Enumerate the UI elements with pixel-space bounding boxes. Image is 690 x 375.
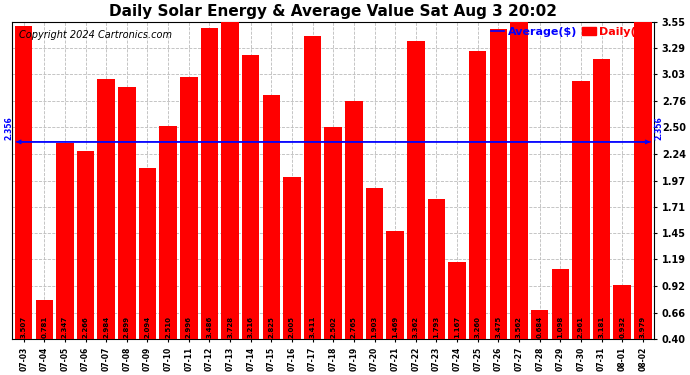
Bar	[572, 81, 590, 339]
Bar	[634, 0, 651, 339]
Text: 3.507: 3.507	[21, 316, 27, 338]
Text: 3.475: 3.475	[495, 316, 502, 338]
Text: 3.181: 3.181	[598, 316, 604, 338]
Bar	[201, 28, 218, 339]
Text: 2.996: 2.996	[186, 316, 192, 338]
Bar	[159, 126, 177, 339]
Text: 2.825: 2.825	[268, 316, 275, 338]
Text: 2.984: 2.984	[104, 316, 109, 338]
Text: 2.266: 2.266	[83, 316, 88, 338]
Text: 1.167: 1.167	[454, 316, 460, 338]
Bar	[366, 188, 384, 339]
Bar	[283, 177, 301, 339]
Text: 2.356: 2.356	[4, 116, 13, 140]
Title: Daily Solar Energy & Average Value Sat Aug 3 20:02: Daily Solar Energy & Average Value Sat A…	[109, 4, 558, 19]
Bar	[593, 59, 611, 339]
Text: 2.502: 2.502	[331, 316, 336, 338]
Text: Copyright 2024 Cartronics.com: Copyright 2024 Cartronics.com	[19, 30, 172, 40]
Text: 0.684: 0.684	[537, 316, 542, 338]
Text: 3.216: 3.216	[248, 316, 254, 338]
Text: 2.356: 2.356	[654, 116, 663, 140]
Bar	[97, 79, 115, 339]
Bar	[180, 78, 197, 339]
Bar	[304, 36, 322, 339]
Text: 2.765: 2.765	[351, 316, 357, 338]
Legend: Average($), Daily($): Average($), Daily($)	[491, 27, 649, 37]
Text: 2.005: 2.005	[289, 316, 295, 338]
Bar	[56, 143, 74, 339]
Text: 3.728: 3.728	[227, 316, 233, 338]
Text: 1.793: 1.793	[433, 316, 440, 338]
Bar	[613, 285, 631, 339]
Bar	[15, 26, 32, 339]
Bar	[242, 56, 259, 339]
Text: 0.932: 0.932	[619, 316, 625, 338]
Bar	[386, 231, 404, 339]
Bar	[490, 29, 507, 339]
Text: 3.362: 3.362	[413, 316, 419, 338]
Bar	[448, 262, 466, 339]
Bar	[531, 310, 549, 339]
Bar	[139, 168, 156, 339]
Text: 2.094: 2.094	[144, 316, 150, 338]
Bar	[345, 101, 363, 339]
Text: 3.260: 3.260	[475, 316, 481, 338]
Text: 1.469: 1.469	[392, 316, 398, 338]
Text: 2.347: 2.347	[62, 316, 68, 338]
Bar	[35, 300, 53, 339]
Text: 3.486: 3.486	[206, 316, 213, 338]
Text: 3.562: 3.562	[516, 316, 522, 338]
Bar	[324, 127, 342, 339]
Text: 1.098: 1.098	[558, 316, 563, 338]
Bar	[469, 51, 486, 339]
Bar	[428, 199, 445, 339]
Bar	[551, 268, 569, 339]
Text: 1.903: 1.903	[371, 316, 377, 338]
Text: 2.510: 2.510	[165, 316, 171, 338]
Text: 3.979: 3.979	[640, 316, 646, 338]
Bar	[118, 87, 136, 339]
Bar	[263, 95, 280, 339]
Bar	[221, 4, 239, 339]
Text: 2.899: 2.899	[124, 316, 130, 338]
Bar	[510, 21, 528, 339]
Bar	[407, 40, 424, 339]
Text: 3.411: 3.411	[310, 315, 315, 338]
Bar	[77, 151, 95, 339]
Text: 2.961: 2.961	[578, 316, 584, 338]
Text: 0.781: 0.781	[41, 316, 48, 338]
